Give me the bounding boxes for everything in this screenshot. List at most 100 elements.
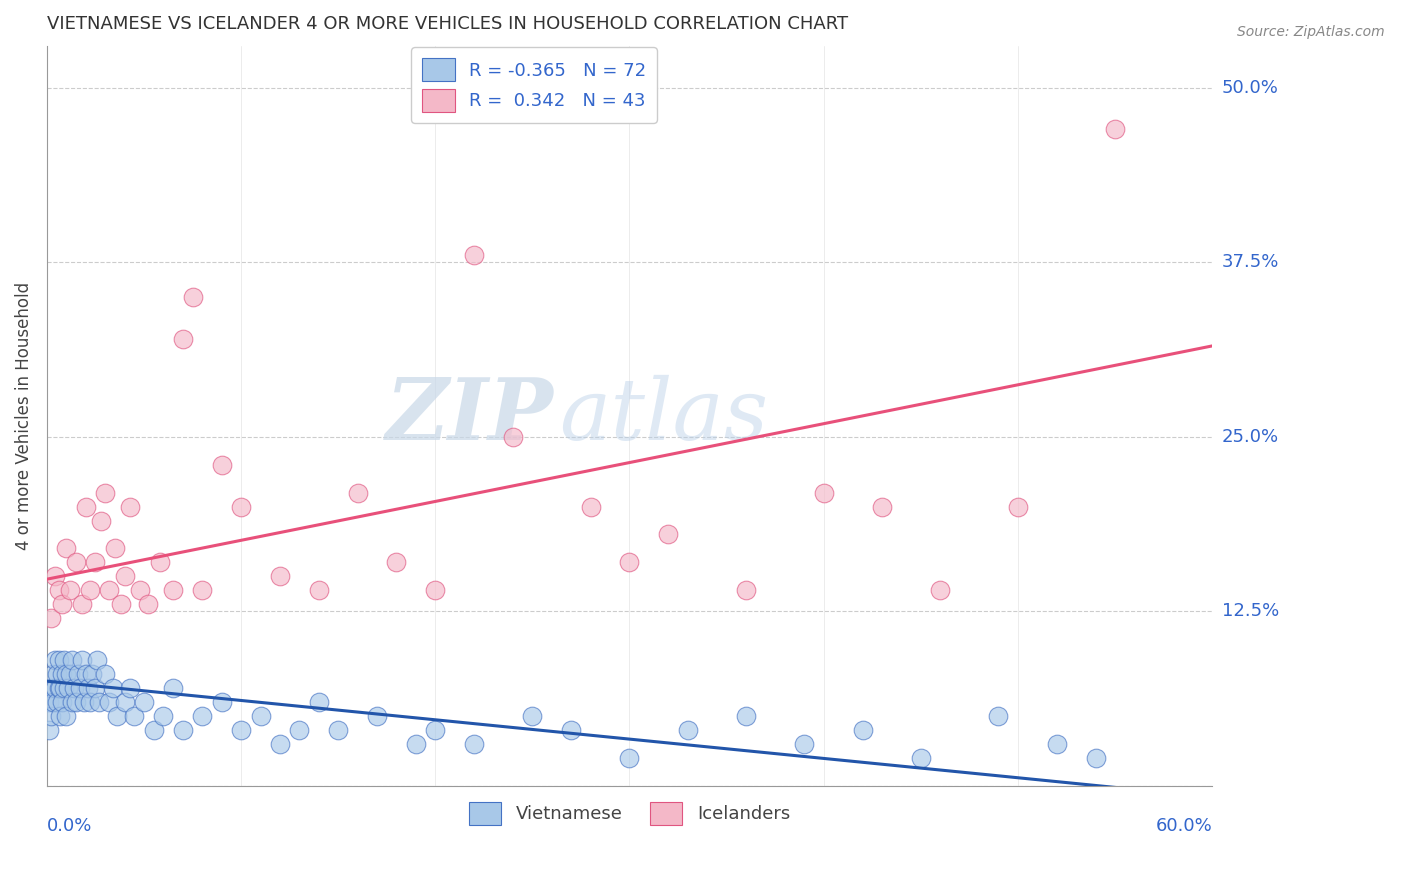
Point [44, 681, 66, 695]
Point [172, 723, 194, 737]
Legend: Vietnamese, Icelanders: Vietnamese, Icelanders [461, 795, 797, 832]
Point [84, 681, 107, 695]
Point [172, 332, 194, 346]
Point [269, 569, 291, 583]
Point [48, 653, 70, 667]
Point [110, 597, 132, 611]
Point [152, 709, 174, 723]
Point [910, 751, 932, 765]
Text: atlas: atlas [560, 375, 769, 457]
Point [657, 527, 679, 541]
Point [70, 597, 93, 611]
Y-axis label: 4 or more Vehicles in Household: 4 or more Vehicles in Household [15, 282, 32, 549]
Point [129, 583, 152, 598]
Point [75, 667, 97, 681]
Point [1084, 751, 1107, 765]
Point [191, 709, 214, 723]
Point [86, 653, 108, 667]
Point [114, 695, 136, 709]
Text: VIETNAMESE VS ICELANDER 4 OR MORE VEHICLES IN HOUSEHOLD CORRELATION CHART: VIETNAMESE VS ICELANDER 4 OR MORE VEHICL… [46, 15, 848, 33]
Point [63, 681, 86, 695]
Point [851, 723, 873, 737]
Point [45, 695, 67, 709]
Point [136, 597, 159, 611]
Point [502, 430, 524, 444]
Point [55, 667, 77, 681]
Point [560, 723, 582, 737]
Point [59, 583, 82, 598]
Point [579, 500, 602, 514]
Point [70, 653, 93, 667]
Point [870, 500, 893, 514]
Point [79, 583, 101, 598]
Point [366, 709, 388, 723]
Text: 25.0%: 25.0% [1222, 428, 1279, 446]
Point [44, 653, 66, 667]
Point [385, 556, 408, 570]
Point [191, 583, 214, 598]
Point [55, 709, 77, 723]
Point [73, 695, 96, 709]
Point [51, 597, 73, 611]
Point [229, 500, 252, 514]
Point [60, 695, 83, 709]
Point [929, 583, 952, 598]
Point [211, 695, 233, 709]
Point [124, 709, 146, 723]
Point [53, 681, 76, 695]
Point [41, 667, 63, 681]
Point [39, 611, 62, 625]
Point [48, 583, 70, 598]
Text: 12.5%: 12.5% [1222, 602, 1279, 620]
Point [105, 709, 128, 723]
Point [65, 556, 87, 570]
Point [793, 737, 815, 751]
Text: 37.5%: 37.5% [1222, 253, 1279, 271]
Point [813, 485, 835, 500]
Point [308, 695, 330, 709]
Point [53, 653, 76, 667]
Point [65, 695, 87, 709]
Point [346, 485, 368, 500]
Point [288, 723, 311, 737]
Point [44, 569, 66, 583]
Point [987, 709, 1010, 723]
Point [89, 695, 111, 709]
Point [98, 695, 121, 709]
Point [45, 667, 67, 681]
Point [51, 695, 73, 709]
Point [38, 695, 60, 709]
Point [94, 485, 117, 500]
Point [114, 569, 136, 583]
Point [249, 709, 271, 723]
Point [676, 723, 699, 737]
Point [98, 583, 121, 598]
Point [211, 458, 233, 472]
Point [463, 248, 485, 262]
Point [425, 723, 447, 737]
Point [55, 541, 77, 556]
Point [58, 681, 80, 695]
Point [101, 681, 124, 695]
Point [49, 681, 72, 695]
Point [1007, 500, 1029, 514]
Point [84, 556, 107, 570]
Point [142, 723, 165, 737]
Point [522, 709, 544, 723]
Point [619, 556, 641, 570]
Text: 0.0%: 0.0% [46, 816, 93, 835]
Point [1046, 737, 1069, 751]
Point [94, 667, 117, 681]
Point [308, 583, 330, 598]
Point [162, 681, 184, 695]
Point [162, 583, 184, 598]
Point [39, 709, 62, 723]
Point [66, 667, 89, 681]
Point [60, 653, 83, 667]
Point [425, 583, 447, 598]
Point [39, 681, 62, 695]
Point [80, 667, 103, 681]
Point [90, 514, 112, 528]
Point [41, 695, 63, 709]
Point [405, 737, 427, 751]
